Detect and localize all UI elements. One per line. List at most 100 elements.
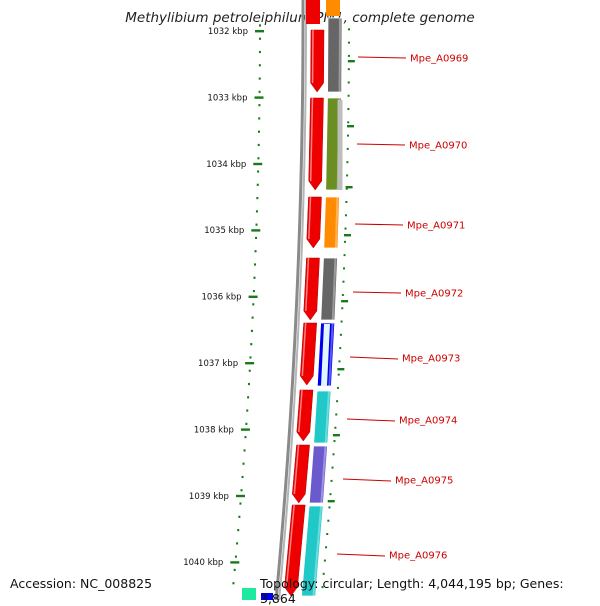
minor-tick <box>252 303 254 305</box>
minor-tick <box>255 250 257 252</box>
tick-label: 1035 kbp <box>204 226 244 236</box>
major-tick <box>253 163 262 165</box>
minor-tick <box>251 330 253 332</box>
major-tick <box>249 296 258 298</box>
minor-tick <box>256 210 258 212</box>
minor-tick-outer <box>332 467 334 469</box>
ring-dash <box>341 300 348 302</box>
gene-label: Mpe_A0976 <box>389 551 447 562</box>
ring-dash <box>333 434 340 436</box>
minor-tick <box>253 290 255 292</box>
ring-dash <box>347 125 354 127</box>
minor-tick-outer <box>344 254 346 256</box>
minor-tick <box>250 343 252 345</box>
major-tick <box>241 428 250 430</box>
minor-tick-outer <box>338 374 340 376</box>
minor-tick-outer <box>348 95 350 97</box>
minor-tick-outer <box>348 81 350 83</box>
minor-tick-outer <box>343 267 345 269</box>
minor-tick <box>256 197 258 199</box>
minor-tick <box>255 237 257 239</box>
minor-tick-outer <box>339 347 341 349</box>
minor-tick <box>244 436 246 438</box>
minor-tick <box>237 529 239 531</box>
gene-leader-line <box>350 357 398 359</box>
minor-tick-outer <box>327 520 329 522</box>
minor-tick-outer <box>333 453 335 455</box>
tick-label: 1040 kbp <box>183 558 223 568</box>
minor-tick <box>235 556 237 558</box>
minor-tick <box>249 370 251 372</box>
minor-tick-outer <box>331 480 333 482</box>
minor-tick-outer <box>348 28 350 30</box>
red-gene-arrow <box>292 445 309 503</box>
tick-label: 1039 kbp <box>189 492 229 502</box>
minor-tick-outer <box>330 493 332 495</box>
minor-tick-outer <box>347 108 349 110</box>
minor-tick <box>241 489 243 491</box>
topology-text: Topology: circular; Length: 4,044,195 bp… <box>260 576 600 606</box>
tick-label: 1034 kbp <box>206 160 246 170</box>
minor-tick-outer <box>346 161 348 163</box>
ring-dash <box>346 186 353 188</box>
minor-tick <box>258 117 260 119</box>
minor-tick-outer <box>347 121 349 123</box>
gene-label: Mpe_A0972 <box>405 289 463 300</box>
minor-tick-outer <box>326 533 328 535</box>
minor-tick-outer <box>324 560 326 562</box>
minor-tick <box>259 64 261 66</box>
gene-label: Mpe_A0975 <box>395 476 453 487</box>
cog-block-top <box>326 0 340 16</box>
red-gene-arrow <box>297 390 313 441</box>
red-gene-top <box>306 0 320 24</box>
accession-text: Accession: NC_008825 <box>10 576 152 591</box>
minor-tick-outer <box>345 201 347 203</box>
minor-tick <box>245 423 247 425</box>
gene-leader-line <box>353 292 401 293</box>
minor-tick-outer <box>325 546 327 548</box>
minor-tick-outer <box>348 68 350 70</box>
minor-tick-outer <box>346 174 348 176</box>
minor-tick <box>247 396 249 398</box>
minor-tick <box>259 77 261 79</box>
minor-tick <box>257 170 259 172</box>
minor-tick <box>258 144 260 146</box>
major-tick <box>254 96 263 98</box>
ring-dash <box>337 368 344 370</box>
gene-label: Mpe_A0971 <box>407 221 465 232</box>
gene-leader-line <box>337 554 385 556</box>
minor-tick <box>254 263 256 265</box>
minor-tick-outer <box>341 321 343 323</box>
gene-leader-line <box>357 144 405 145</box>
minor-tick-outer <box>323 573 325 575</box>
minor-tick <box>259 38 261 40</box>
tick-label: 1038 kbp <box>194 425 234 435</box>
gene-leader-line <box>358 57 406 58</box>
tick-label: 1033 kbp <box>207 93 247 103</box>
minor-tick <box>259 24 261 26</box>
major-tick <box>230 561 239 563</box>
minor-tick <box>244 449 246 451</box>
ring-dash <box>344 234 351 236</box>
cog-stripe <box>338 100 343 190</box>
gene-label: Mpe_A0969 <box>410 54 468 65</box>
minor-tick <box>259 91 261 93</box>
minor-tick-outer <box>334 427 336 429</box>
minor-tick <box>238 516 240 518</box>
gene-label: Mpe_A0973 <box>402 354 460 365</box>
minor-tick-outer <box>336 400 338 402</box>
gene-label: Mpe_A0974 <box>399 416 457 427</box>
minor-tick-outer <box>342 281 344 283</box>
minor-tick <box>239 502 241 504</box>
minor-tick <box>252 317 254 319</box>
tick-label: 1036 kbp <box>202 293 242 303</box>
minor-tick-outer <box>345 228 347 230</box>
minor-tick <box>243 463 245 465</box>
gene-leader-line <box>355 224 403 225</box>
gene-leader-line <box>347 419 395 421</box>
minor-tick <box>249 356 251 358</box>
minor-tick-outer <box>335 413 337 415</box>
minor-tick <box>236 542 238 544</box>
minor-tick <box>248 383 250 385</box>
minor-tick <box>234 569 236 571</box>
